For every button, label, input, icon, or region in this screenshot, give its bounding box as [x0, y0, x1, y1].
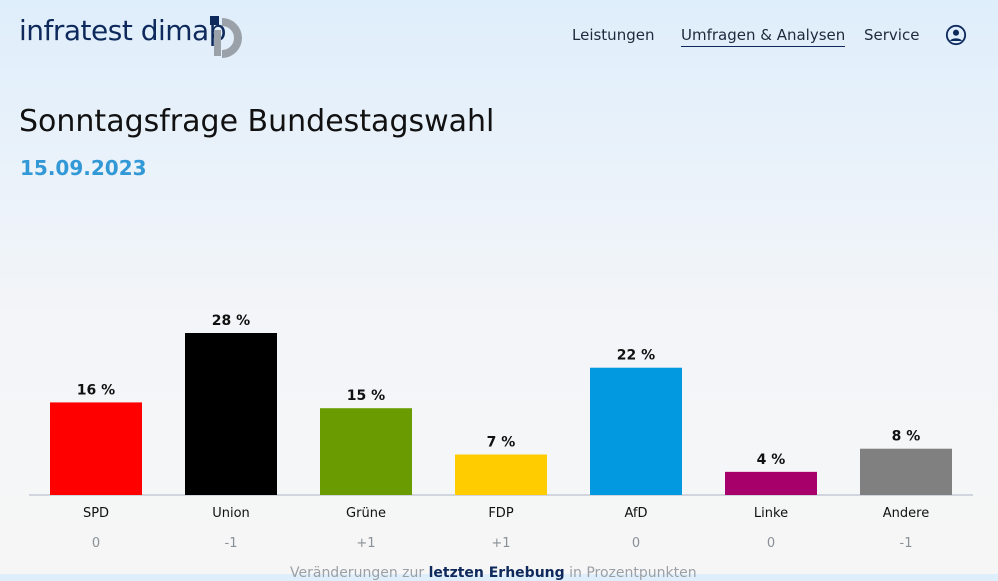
poll-date: 15.09.2023 [20, 156, 147, 180]
value-label: 15 % [347, 388, 385, 404]
nav-leistungen[interactable]: Leistungen [572, 26, 655, 44]
bar-andere[interactable] [860, 448, 952, 495]
bar-union[interactable] [185, 333, 277, 495]
change-label: -1 [900, 536, 913, 551]
category-label: Grüne [346, 506, 386, 521]
footnote-suffix: in Prozentpunkten [569, 565, 697, 581]
bar-linke[interactable] [725, 471, 817, 495]
bar-fdp[interactable] [455, 454, 547, 496]
nav-umfragen-analysen[interactable]: Umfragen & Analysen [681, 26, 846, 47]
value-label: 28 % [212, 313, 250, 329]
category-label: AfD [624, 506, 647, 521]
bar-spd[interactable] [50, 402, 142, 495]
change-label: -1 [225, 536, 238, 551]
value-label: 4 % [757, 452, 786, 468]
footnote-prefix: Veränderungen zur [290, 565, 425, 581]
change-label: 0 [767, 536, 775, 551]
change-label: 0 [92, 536, 100, 551]
brand-name: infratest dimap [19, 14, 226, 47]
vote-intention-bar-chart: 16 % SPD 0 28 % Union -1 15 % Grüne +1 7 % FDP +1 22… [29, 313, 973, 551]
value-label: 22 % [617, 348, 655, 364]
brand-logo[interactable]: infratest dimap [19, 14, 226, 47]
category-label: SPD [83, 506, 109, 521]
page-title: Sonntagsfrage Bundestagswahl [19, 104, 495, 139]
footnote-link[interactable]: letzten Erhebung [428, 565, 565, 581]
change-label: 0 [632, 536, 640, 551]
change-label: +1 [491, 536, 510, 551]
category-label: Linke [754, 506, 788, 521]
change-label: +1 [356, 536, 375, 551]
nav-service[interactable]: Service [864, 26, 920, 44]
category-label: FDP [488, 506, 513, 521]
user-circle-icon[interactable] [945, 24, 967, 46]
category-label: Andere [883, 506, 929, 521]
footnote: Veränderungen zur letzten Erhebung in Pr… [290, 565, 697, 581]
category-label: Union [212, 506, 250, 521]
site-header: infratest dimap Leistungen Umfragen & An… [0, 0, 998, 74]
main-nav: Leistungen Umfragen & Analysen Service [0, 26, 998, 50]
value-label: 7 % [487, 435, 516, 451]
bar-grüne[interactable] [320, 408, 412, 495]
brand-mark-icon [210, 16, 242, 58]
value-label: 16 % [77, 382, 115, 398]
bar-afd[interactable] [590, 367, 682, 495]
value-label: 8 % [892, 429, 921, 445]
